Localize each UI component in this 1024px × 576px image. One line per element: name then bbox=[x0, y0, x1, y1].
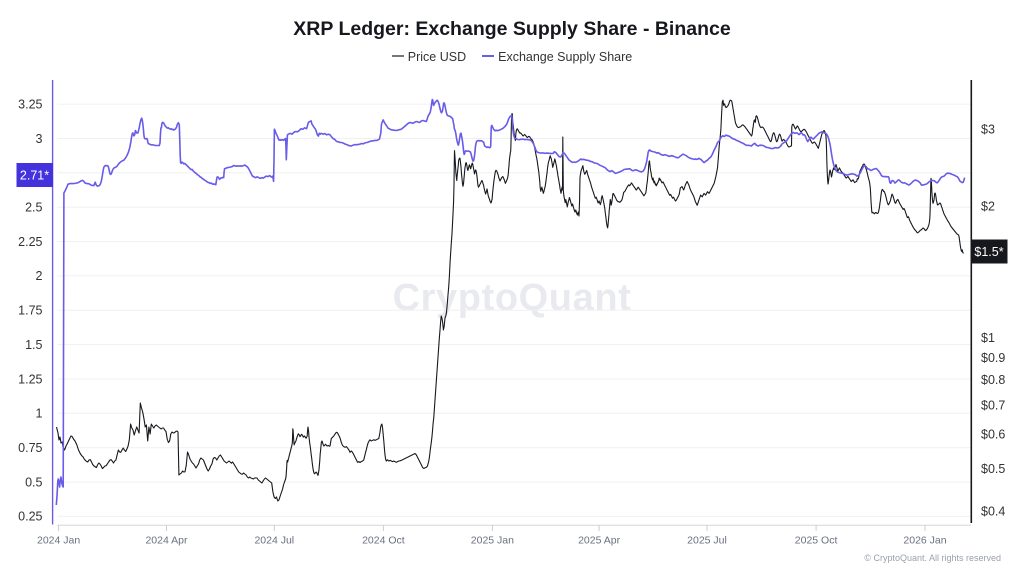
svg-text:$0.9: $0.9 bbox=[981, 351, 1005, 365]
svg-text:1: 1 bbox=[36, 407, 43, 421]
svg-text:$0.5: $0.5 bbox=[981, 462, 1005, 476]
svg-text:2025 Jan: 2025 Jan bbox=[471, 535, 514, 547]
svg-text:3: 3 bbox=[36, 132, 43, 146]
svg-text:$0.4: $0.4 bbox=[981, 504, 1005, 518]
svg-text:1.5: 1.5 bbox=[25, 338, 42, 352]
svg-text:$0.8: $0.8 bbox=[981, 373, 1005, 387]
svg-text:2024 Apr: 2024 Apr bbox=[145, 535, 188, 547]
svg-text:2024 Jan: 2024 Jan bbox=[37, 535, 80, 547]
svg-text:2025 Oct: 2025 Oct bbox=[795, 535, 838, 547]
svg-text:2.5: 2.5 bbox=[25, 201, 42, 215]
svg-text:2025 Jul: 2025 Jul bbox=[687, 535, 727, 547]
svg-text:2026 Jan: 2026 Jan bbox=[903, 535, 946, 547]
svg-text:2025 Apr: 2025 Apr bbox=[578, 535, 621, 547]
svg-text:0.75: 0.75 bbox=[18, 441, 42, 455]
svg-text:$1.5*: $1.5* bbox=[974, 245, 1003, 259]
svg-text:2.71*: 2.71* bbox=[20, 169, 49, 183]
svg-text:2024 Jul: 2024 Jul bbox=[254, 535, 294, 547]
svg-text:3.25: 3.25 bbox=[18, 97, 42, 111]
svg-text:$1: $1 bbox=[981, 331, 995, 345]
svg-text:2.25: 2.25 bbox=[18, 235, 42, 249]
svg-text:0.25: 0.25 bbox=[18, 510, 42, 524]
svg-text:$2: $2 bbox=[981, 200, 995, 214]
svg-text:2024 Oct: 2024 Oct bbox=[362, 535, 405, 547]
svg-text:2: 2 bbox=[36, 269, 43, 283]
svg-text:1.75: 1.75 bbox=[18, 304, 42, 318]
svg-text:$0.6: $0.6 bbox=[981, 428, 1005, 442]
svg-text:$3: $3 bbox=[981, 123, 995, 137]
svg-text:0.5: 0.5 bbox=[25, 475, 42, 489]
svg-text:1.25: 1.25 bbox=[18, 372, 42, 386]
svg-text:$0.7: $0.7 bbox=[981, 398, 1005, 412]
